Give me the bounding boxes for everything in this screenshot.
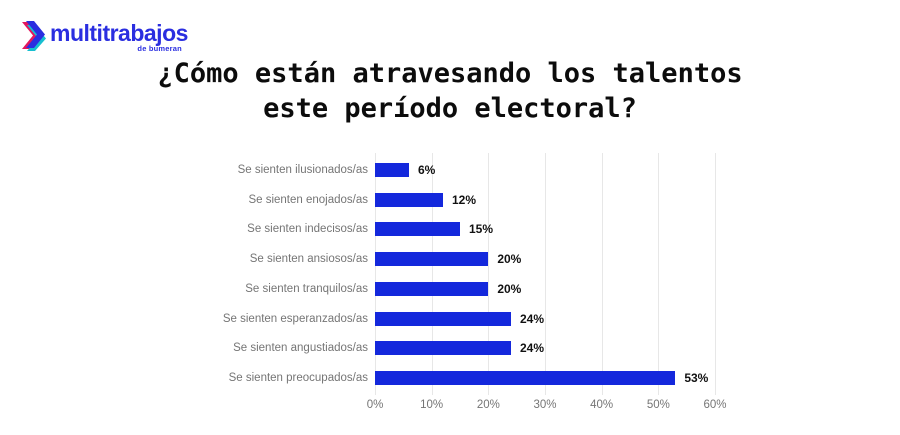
gridline — [715, 153, 716, 395]
multitrabajos-logo: multitrabajos de bumeran — [20, 20, 188, 53]
x-axis-tick-label: 30% — [533, 399, 557, 411]
x-axis-tick-label: 60% — [703, 399, 727, 411]
chart-title: ¿Cómo están atravesando los talentos est… — [0, 56, 900, 126]
bar — [375, 341, 511, 356]
category-label: Se sienten ilusionados/as — [237, 164, 368, 176]
brand-name: multitrabajos — [50, 20, 188, 46]
gridline — [375, 153, 376, 395]
bar-value-label: 24% — [520, 341, 545, 356]
category-label: Se sienten preocupados/as — [228, 371, 368, 384]
bar-value-label: 12% — [452, 192, 477, 207]
bar — [375, 252, 489, 267]
bar — [375, 192, 443, 207]
chart-title-line2: este período electoral? — [263, 93, 637, 124]
x-axis-tick-label: 40% — [590, 399, 614, 411]
gridline — [545, 153, 546, 395]
bar — [375, 163, 409, 177]
bar-value-label: 53% — [684, 370, 709, 385]
x-axis-tick-label: 0% — [366, 399, 384, 411]
category-label: Se sienten enojados/as — [248, 193, 368, 206]
chart-title-line1: ¿Cómo están atravesando los talentos — [157, 58, 743, 89]
x-axis-tick-label: 50% — [646, 399, 670, 411]
bar — [375, 370, 676, 385]
bar — [375, 311, 511, 326]
category-label: Se sienten indecisos/as — [247, 223, 368, 236]
category-label: Se sienten tranquilos/as — [245, 282, 368, 295]
category-label: Se sienten ansiosos/as — [249, 253, 368, 266]
brand-subtitle: de bumeran — [137, 44, 182, 53]
x-axis-tick-label: 10% — [420, 399, 444, 411]
bar-value-label: 20% — [497, 281, 522, 296]
gridline — [601, 153, 603, 395]
category-label: Se sienten angustiados/as — [233, 342, 368, 355]
gridline — [488, 153, 490, 395]
bar-value-label: 15% — [469, 222, 494, 237]
bar — [375, 281, 489, 296]
chevron-logo-icon — [22, 21, 46, 51]
bar — [375, 222, 460, 237]
category-label: Se sienten esperanzados/as — [222, 312, 368, 325]
bar-value-label: 6% — [418, 163, 436, 177]
gridline — [431, 153, 433, 395]
x-axis-tick-label: 20% — [476, 399, 500, 411]
gridline — [658, 153, 660, 395]
bar-value-label: 20% — [497, 252, 522, 267]
bar-value-label: 24% — [520, 311, 545, 326]
